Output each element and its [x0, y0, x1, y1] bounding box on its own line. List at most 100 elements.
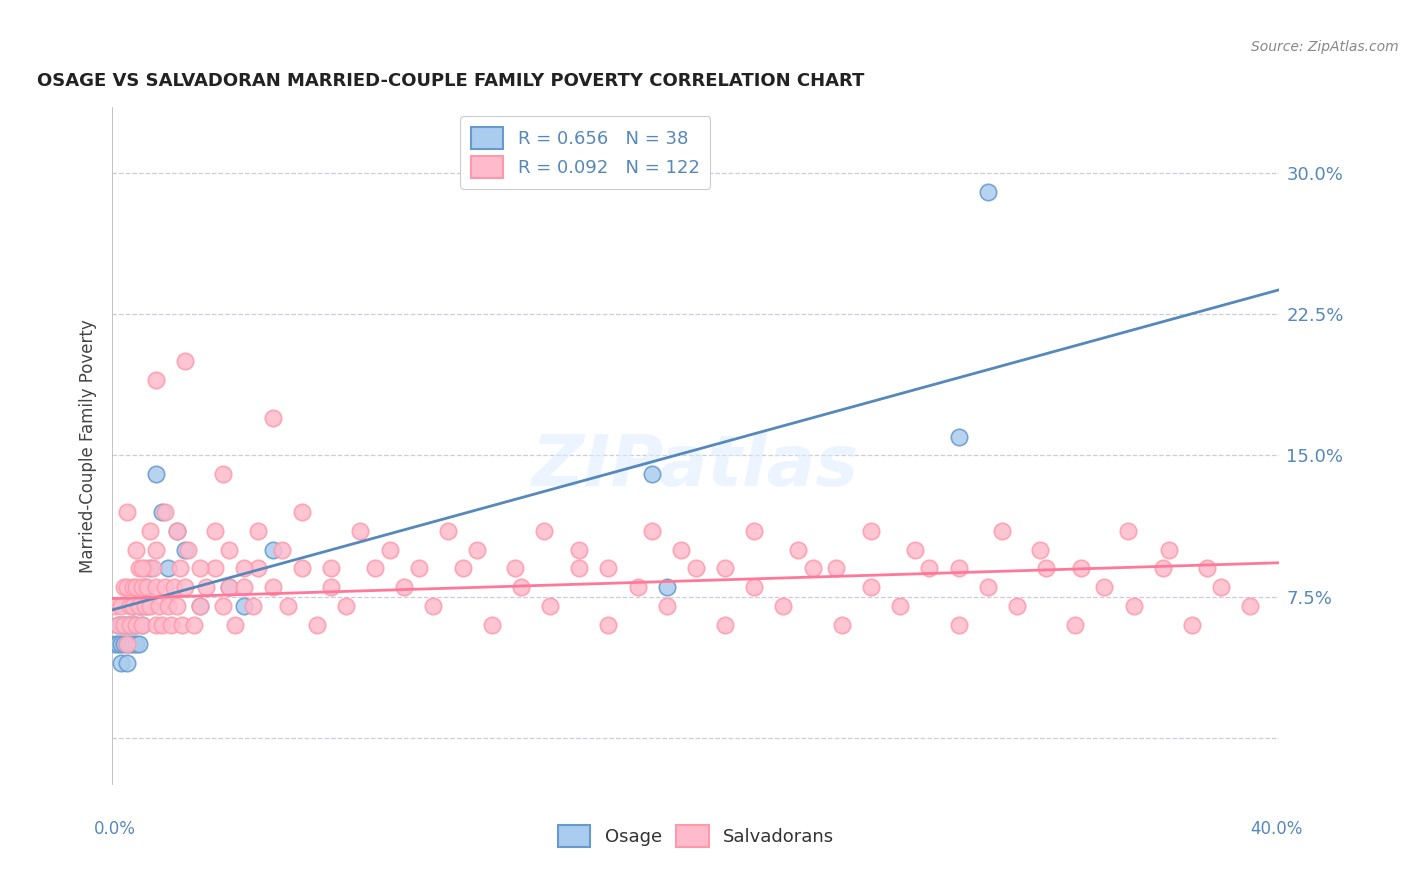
Point — [378, 542, 401, 557]
Point — [122, 618, 145, 632]
Point — [131, 599, 153, 613]
Point — [262, 410, 284, 425]
Point — [1195, 561, 1218, 575]
Point — [125, 618, 148, 632]
Point — [156, 599, 179, 613]
Point — [169, 561, 191, 575]
Point — [194, 580, 217, 594]
Point — [991, 524, 1014, 538]
Point — [112, 580, 135, 594]
Point — [305, 618, 328, 632]
Point — [115, 618, 138, 632]
Point — [131, 580, 153, 594]
Point — [134, 561, 156, 575]
Point — [128, 599, 150, 613]
Point — [889, 599, 911, 613]
Point — [641, 467, 664, 482]
Text: OSAGE VS SALVADORAN MARRIED-COUPLE FAMILY POVERTY CORRELATION CHART: OSAGE VS SALVADORAN MARRIED-COUPLE FAMIL… — [37, 72, 865, 90]
Point — [831, 618, 853, 632]
Point — [335, 599, 357, 613]
Point — [153, 580, 176, 594]
Point — [262, 580, 284, 594]
Point — [115, 656, 138, 670]
Point — [166, 524, 188, 538]
Point — [904, 542, 927, 557]
Point — [247, 561, 270, 575]
Point — [204, 524, 226, 538]
Point — [465, 542, 488, 557]
Point — [655, 580, 678, 594]
Point — [218, 580, 240, 594]
Text: 40.0%: 40.0% — [1250, 820, 1303, 838]
Point — [801, 561, 824, 575]
Point — [145, 467, 167, 482]
Point — [160, 618, 183, 632]
Point — [172, 618, 194, 632]
Point — [509, 580, 531, 594]
Point — [166, 524, 188, 538]
Point — [1152, 561, 1174, 575]
Point — [115, 505, 138, 519]
Point — [136, 580, 159, 594]
Point — [408, 561, 430, 575]
Point — [156, 561, 179, 575]
Point — [112, 637, 135, 651]
Point — [131, 618, 153, 632]
Text: Source: ZipAtlas.com: Source: ZipAtlas.com — [1251, 40, 1399, 54]
Point — [655, 599, 678, 613]
Point — [150, 505, 173, 519]
Point — [148, 599, 170, 613]
Point — [112, 618, 135, 632]
Point — [568, 542, 591, 557]
Point — [153, 505, 176, 519]
Point — [1005, 599, 1028, 613]
Point — [131, 561, 153, 575]
Point — [139, 561, 162, 575]
Point — [787, 542, 810, 557]
Point — [742, 524, 765, 538]
Point — [112, 618, 135, 632]
Point — [139, 599, 162, 613]
Point — [218, 542, 240, 557]
Point — [533, 524, 555, 538]
Point — [538, 599, 561, 613]
Point — [1064, 618, 1087, 632]
Point — [125, 542, 148, 557]
Point — [166, 599, 188, 613]
Y-axis label: Married-Couple Family Poverty: Married-Couple Family Poverty — [79, 319, 97, 573]
Point — [115, 580, 138, 594]
Point — [321, 580, 343, 594]
Point — [247, 524, 270, 538]
Point — [115, 637, 138, 651]
Point — [1239, 599, 1261, 613]
Point — [145, 618, 167, 632]
Point — [174, 354, 197, 368]
Point — [107, 637, 129, 651]
Point — [188, 599, 211, 613]
Point — [125, 580, 148, 594]
Point — [976, 580, 998, 594]
Point — [188, 599, 211, 613]
Point — [122, 599, 145, 613]
Point — [125, 618, 148, 632]
Point — [139, 524, 162, 538]
Point — [742, 580, 765, 594]
Point — [291, 505, 314, 519]
Point — [1157, 542, 1180, 557]
Point — [598, 561, 620, 575]
Point — [481, 618, 503, 632]
Point — [107, 618, 129, 632]
Point — [1209, 580, 1232, 594]
Point — [394, 580, 416, 594]
Point — [671, 542, 693, 557]
Point — [976, 185, 998, 199]
Point — [131, 618, 153, 632]
Point — [262, 542, 284, 557]
Point — [204, 561, 226, 575]
Point — [224, 618, 246, 632]
Point — [145, 373, 167, 387]
Point — [918, 561, 941, 575]
Point — [122, 637, 145, 651]
Point — [183, 618, 205, 632]
Point — [174, 580, 197, 594]
